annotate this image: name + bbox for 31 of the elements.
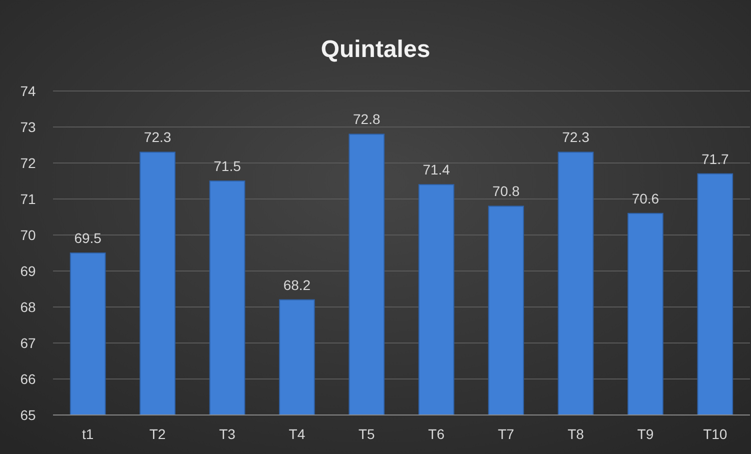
y-tick-label: 70 — [20, 227, 36, 243]
data-label: 69.5 — [74, 230, 102, 246]
x-tick-label: T7 — [498, 426, 514, 442]
x-tick-label: T8 — [568, 426, 584, 442]
y-tick-label: 73 — [20, 119, 36, 135]
data-label: 72.8 — [353, 111, 380, 128]
y-tick-label: 68 — [20, 299, 36, 315]
x-tick-label: T5 — [358, 426, 376, 442]
x-tick-label: T10 — [703, 426, 728, 442]
data-label: 72.3 — [562, 129, 590, 146]
y-tick-label: 71 — [20, 191, 36, 207]
data-label: 71.4 — [422, 162, 450, 178]
y-tick-label: 74 — [20, 83, 36, 99]
data-label: 68.2 — [283, 276, 311, 293]
chart-title: Quintales — [320, 36, 430, 63]
data-label: 70.6 — [632, 190, 660, 206]
x-tick-label: T2 — [149, 426, 166, 442]
y-tick-label: 67 — [20, 335, 36, 351]
y-tick-label: 66 — [20, 371, 36, 387]
data-label: 71.7 — [702, 150, 729, 167]
x-tick-label: T6 — [428, 426, 445, 442]
x-tick-label: T3 — [219, 426, 236, 442]
y-tick-label: 65 — [20, 407, 36, 423]
x-tick-label: T4 — [288, 426, 306, 442]
y-tick-label: 69 — [20, 263, 36, 279]
data-label: 72.3 — [144, 129, 172, 146]
data-label: 70.8 — [492, 183, 520, 200]
y-tick-label: 72 — [20, 155, 36, 171]
x-tick-label: t1 — [82, 426, 94, 442]
x-tick-label: T9 — [637, 426, 654, 442]
data-label: 71.5 — [214, 158, 242, 174]
